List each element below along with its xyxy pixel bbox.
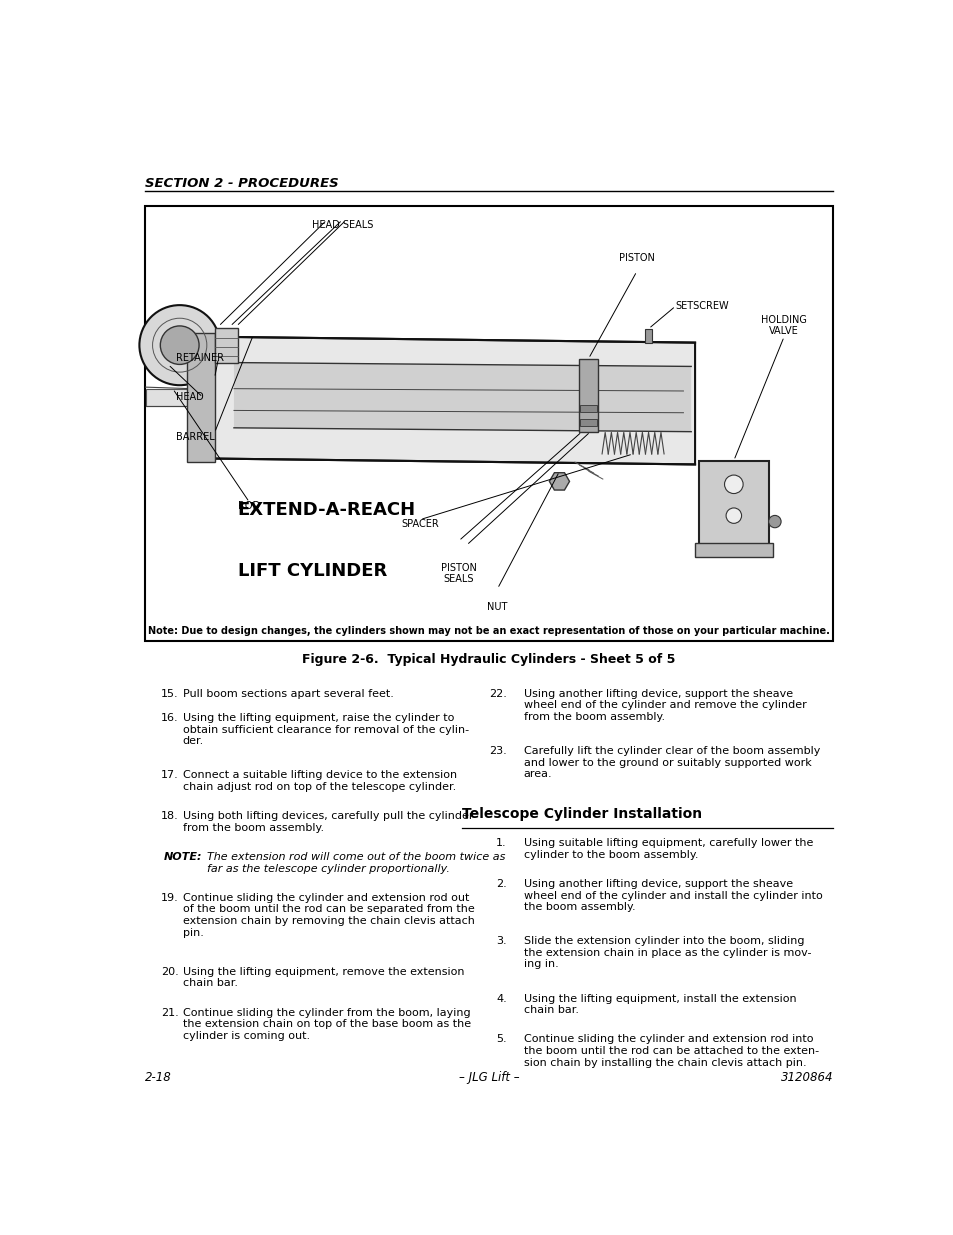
Bar [578, 358, 598, 432]
Text: 18.: 18. [161, 811, 179, 821]
Bar [145, 206, 832, 641]
Text: Connect a suitable lifting device to the extension
chain adjust rod on top of th: Connect a suitable lifting device to the… [183, 771, 456, 792]
Text: BARREL: BARREL [175, 431, 214, 442]
Bar [699, 461, 768, 546]
Text: Using the lifting equipment, remove the extension
chain bar.: Using the lifting equipment, remove the … [183, 967, 464, 988]
Polygon shape [233, 363, 691, 432]
Bar [187, 332, 214, 462]
Bar [695, 543, 772, 557]
Circle shape [768, 515, 781, 527]
Text: Using the lifting equipment, raise the cylinder to
obtain sufficient clearance f: Using the lifting equipment, raise the c… [183, 713, 469, 746]
Text: Using another lifting device, support the sheave
wheel end of the cylinder and r: Using another lifting device, support th… [523, 689, 805, 722]
Bar [214, 329, 237, 363]
Text: 22.: 22. [488, 689, 506, 699]
Text: EXTEND-A-REACH: EXTEND-A-REACH [237, 501, 416, 519]
Text: Continue sliding the cylinder and extension rod out
of the boom until the rod ca: Continue sliding the cylinder and extens… [183, 893, 475, 937]
Text: SPACER: SPACER [400, 519, 438, 529]
Text: Carefully lift the cylinder clear of the boom assembly
and lower to the ground o: Carefully lift the cylinder clear of the… [523, 746, 820, 779]
Circle shape [139, 305, 220, 385]
Text: ROD: ROD [238, 501, 260, 511]
Text: PISTON
SEALS: PISTON SEALS [440, 563, 476, 584]
Circle shape [160, 326, 199, 364]
Text: Note: Due to design changes, the cylinders shown may not be an exact representat: Note: Due to design changes, the cylinde… [148, 626, 829, 636]
Text: 3.: 3. [496, 936, 506, 946]
Text: Telescope Cylinder Installation: Telescope Cylinder Installation [461, 806, 701, 820]
Text: HOLDING
VALVE: HOLDING VALVE [760, 315, 806, 336]
Text: 21.: 21. [161, 1008, 179, 1018]
Bar [579, 420, 596, 426]
Text: HEAD: HEAD [175, 393, 203, 403]
Text: 3120864: 3120864 [780, 1071, 832, 1084]
Bar [579, 405, 596, 411]
Text: RETAINER: RETAINER [175, 353, 224, 363]
Bar [644, 329, 652, 342]
Text: SETSCREW: SETSCREW [675, 301, 728, 311]
Circle shape [725, 508, 740, 524]
Text: 19.: 19. [161, 893, 179, 903]
Text: – JLG Lift –: – JLG Lift – [458, 1071, 518, 1084]
Text: Pull boom sections apart several feet.: Pull boom sections apart several feet. [183, 689, 394, 699]
Text: NUT: NUT [487, 601, 507, 611]
Text: Using the lifting equipment, install the extension
chain bar.: Using the lifting equipment, install the… [523, 994, 796, 1015]
Text: 17.: 17. [161, 771, 179, 781]
Text: Using suitable lifting equipment, carefully lower the
cylinder to the boom assem: Using suitable lifting equipment, carefu… [523, 839, 812, 860]
Text: SECTION 2 - PROCEDURES: SECTION 2 - PROCEDURES [145, 177, 338, 190]
Text: 5.: 5. [496, 1035, 506, 1045]
Text: Slide the extension cylinder into the boom, sliding
the extension chain in place: Slide the extension cylinder into the bo… [523, 936, 810, 969]
Text: 23.: 23. [489, 746, 506, 756]
Text: Using both lifting devices, carefully pull the cylinder
from the boom assembly.: Using both lifting devices, carefully pu… [183, 811, 473, 832]
Text: 4.: 4. [496, 994, 506, 1004]
Text: 2.: 2. [496, 879, 506, 889]
Text: 20.: 20. [161, 967, 179, 977]
Text: 1.: 1. [496, 839, 506, 848]
Polygon shape [192, 336, 695, 464]
Text: PISTON: PISTON [618, 252, 654, 263]
Text: Continue sliding the cylinder from the boom, laying
the extension chain on top o: Continue sliding the cylinder from the b… [183, 1008, 471, 1041]
Text: 15.: 15. [161, 689, 179, 699]
Text: NOTE:: NOTE: [163, 852, 202, 862]
Text: Continue sliding the cylinder and extension rod into
the boom until the rod can : Continue sliding the cylinder and extens… [523, 1035, 818, 1068]
Bar [146, 389, 192, 406]
Circle shape [723, 475, 742, 494]
Text: The extension rod will come out of the boom twice as
far as the telescope cylind: The extension rod will come out of the b… [207, 852, 505, 873]
Text: Using another lifting device, support the sheave
wheel end of the cylinder and i: Using another lifting device, support th… [523, 879, 821, 913]
Text: 16.: 16. [161, 713, 179, 722]
Text: 2-18: 2-18 [145, 1071, 172, 1084]
Text: Figure 2-6.  Typical Hydraulic Cylinders - Sheet 5 of 5: Figure 2-6. Typical Hydraulic Cylinders … [302, 652, 675, 666]
Text: LIFT CYLINDER: LIFT CYLINDER [237, 562, 387, 580]
Text: HEAD SEALS: HEAD SEALS [312, 220, 373, 230]
